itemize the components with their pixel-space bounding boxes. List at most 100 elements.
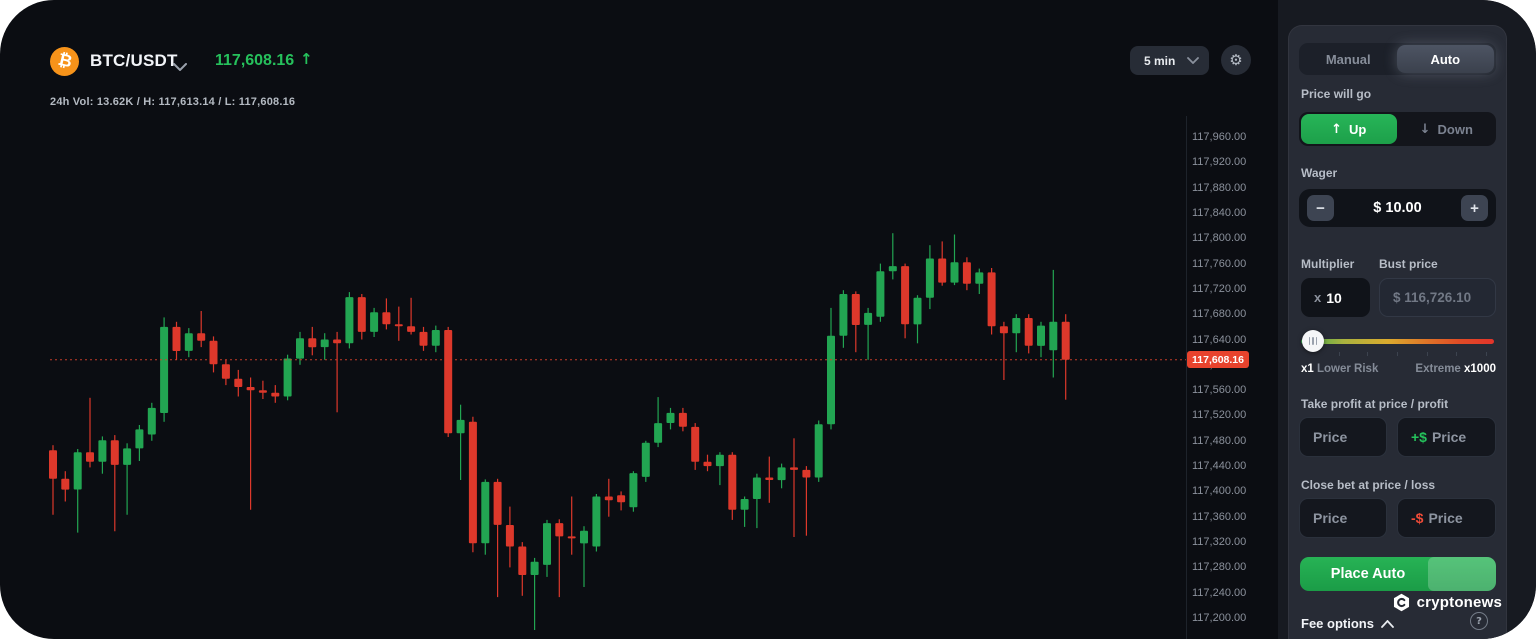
candle-body (555, 523, 564, 537)
watermark-overlay (1428, 557, 1496, 591)
candle-body (592, 496, 601, 547)
risk-slider-ticks (1301, 352, 1494, 356)
candle-body (49, 450, 57, 479)
chevron-down-icon (1187, 57, 1199, 64)
candle-body (604, 496, 613, 501)
multiplier-value: 10 (1326, 289, 1342, 306)
candle-body (1037, 325, 1045, 346)
candle-body (468, 421, 477, 544)
multiplier-prefix: x (1314, 290, 1322, 305)
candle-body (98, 440, 107, 462)
candle-body (320, 339, 329, 348)
candle-body (580, 530, 588, 544)
candle-body (110, 440, 119, 465)
candle-body (345, 297, 354, 344)
candle-body (246, 387, 255, 391)
candle-body (493, 481, 502, 525)
candle-body (802, 469, 811, 478)
candle-body (715, 454, 724, 467)
candle-body (888, 266, 897, 272)
candle-body (987, 272, 996, 327)
candle-body (765, 477, 774, 480)
down-label: Down (1437, 121, 1473, 137)
fee-options-toggle[interactable]: Fee options (1301, 616, 1394, 631)
risk-slider-handle[interactable] (1302, 330, 1324, 352)
chart-settings-button[interactable]: ⚙ (1221, 45, 1251, 75)
candle-body (876, 271, 885, 317)
up-arrow-icon: ↑ (1331, 121, 1343, 137)
candle-body (666, 412, 675, 423)
price-up-arrow-icon: ↑ (300, 50, 313, 68)
candle-body (827, 335, 835, 425)
candle-body (283, 358, 292, 397)
candle-body (221, 364, 230, 379)
candle-body (505, 525, 514, 547)
candle-body (357, 297, 366, 332)
candle-body (1012, 318, 1021, 334)
chevron-down-icon[interactable] (173, 58, 187, 76)
candlestick-chart[interactable] (0, 0, 1280, 639)
candle-body (209, 340, 218, 365)
risk-slider-track[interactable] (1301, 339, 1494, 344)
chevron-up-icon (1381, 619, 1394, 628)
wager-increase-button[interactable]: + (1461, 195, 1488, 221)
wager-value[interactable]: $ 10.00 (1373, 200, 1422, 216)
candle-body (73, 452, 82, 490)
risk-scale-labels: x1 Lower Risk Extreme x1000 (1301, 363, 1496, 375)
place-bet-button[interactable]: Place Auto (1300, 557, 1496, 591)
take-profit-price-input[interactable]: Price (1299, 417, 1387, 457)
candle-body (777, 467, 786, 481)
risk-max-label: Extreme (1415, 363, 1461, 375)
candle-body (938, 258, 947, 283)
risk-max-mult: x1000 (1464, 363, 1496, 375)
candle-body (678, 412, 687, 427)
candle-body (184, 333, 193, 351)
candle-body (123, 448, 132, 465)
bet-panel: Manual Auto Price will go ↑ Up ↓ Down Wa… (1288, 25, 1507, 639)
candle-body (431, 330, 440, 346)
candle-body (728, 454, 737, 510)
candle-body (518, 546, 527, 575)
price-axis-divider (1186, 116, 1187, 639)
watermark-text: cryptonews (1416, 594, 1502, 611)
candle-body (567, 536, 576, 539)
up-button[interactable]: ↑ Up (1301, 114, 1397, 144)
candle-body (543, 523, 551, 565)
help-button[interactable]: ? (1470, 612, 1488, 630)
candle-body (234, 378, 243, 387)
candle-body (530, 561, 539, 575)
wager-decrease-button[interactable]: − (1307, 195, 1334, 221)
multiplier-input[interactable]: x 10 (1301, 278, 1370, 317)
current-price-badge: 117,608.16 (1187, 351, 1249, 369)
candle-body (172, 326, 181, 351)
candle-body (1061, 321, 1070, 360)
place-bet-label: Place Auto (1330, 566, 1406, 582)
bust-price-label: Bust price (1379, 257, 1438, 271)
gear-icon: ⚙ (1229, 50, 1243, 69)
take-profit-label: Take profit at price / profit (1301, 397, 1449, 411)
candle-body (864, 312, 873, 325)
interval-value: 5 min (1144, 53, 1176, 68)
close-bet-price-input[interactable]: Price (1299, 498, 1387, 538)
interval-dropdown[interactable]: 5 min (1130, 46, 1209, 75)
candle-body (925, 258, 934, 298)
candle-body (703, 461, 712, 467)
direction-toggle: ↑ Up ↓ Down (1299, 112, 1496, 146)
down-arrow-icon: ↓ (1419, 121, 1431, 137)
candle-body (654, 423, 663, 443)
take-profit-amount-input[interactable]: +$ Price (1397, 417, 1496, 457)
mode-tabs: Manual Auto (1299, 43, 1496, 75)
candle-body (814, 424, 823, 478)
candle-body (382, 312, 391, 325)
close-bet-amount-input[interactable]: -$ Price (1397, 498, 1496, 538)
down-button[interactable]: ↓ Down (1399, 114, 1495, 144)
candle-body (839, 294, 848, 336)
tab-manual[interactable]: Manual (1325, 51, 1371, 67)
close-bet-fields: Price -$ Price (1299, 498, 1496, 538)
candle-body (901, 266, 910, 325)
candle-body (308, 338, 317, 348)
wager-input-group: $ 10.00 − + (1299, 189, 1496, 227)
candle-body (1024, 318, 1033, 346)
tab-auto[interactable]: Auto (1396, 45, 1494, 73)
